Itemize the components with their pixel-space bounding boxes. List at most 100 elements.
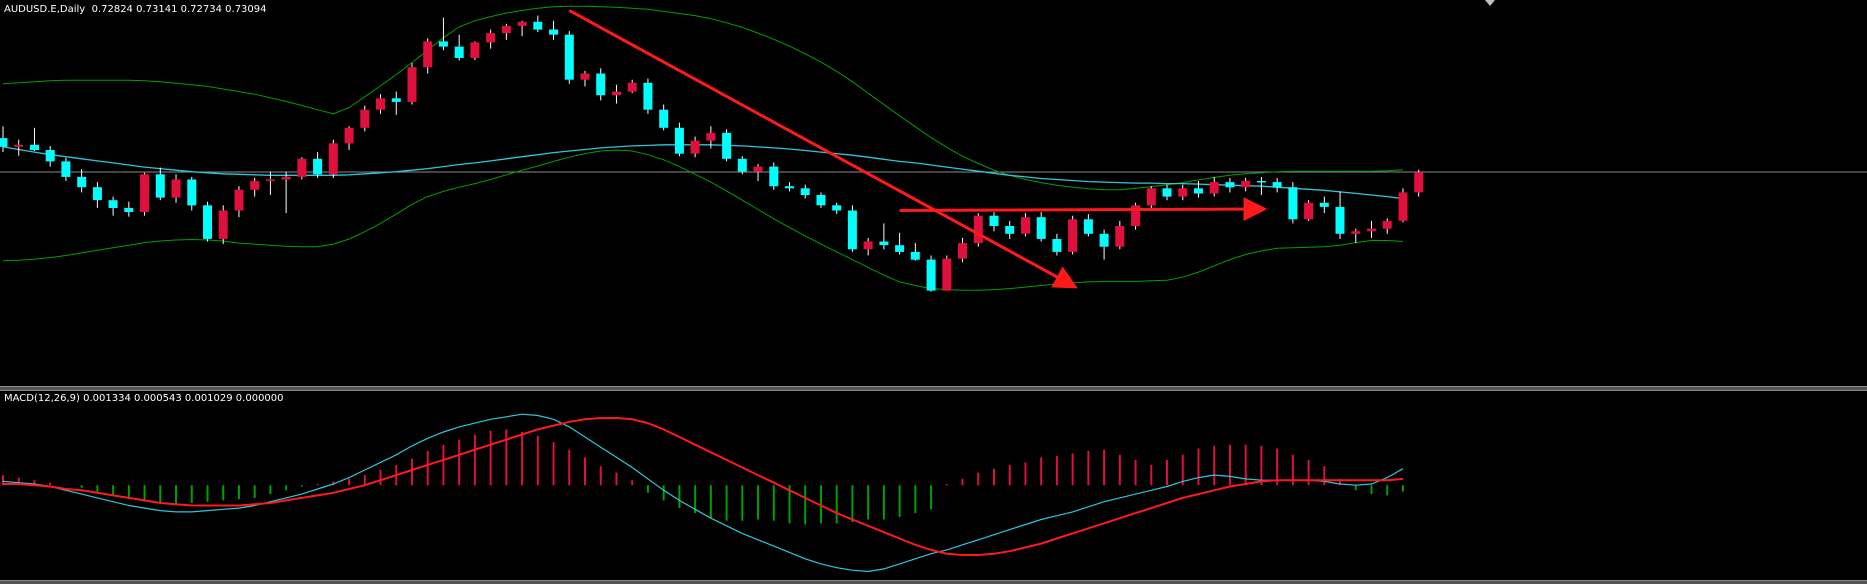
candle-body — [407, 67, 417, 102]
candle-body — [1256, 181, 1266, 183]
candle-body — [140, 174, 150, 213]
candle-body — [344, 127, 354, 144]
candle-body — [155, 174, 165, 198]
candle-body — [847, 210, 857, 250]
candle-body — [659, 109, 669, 128]
candle-body — [1414, 172, 1424, 193]
candle-body — [863, 241, 873, 250]
candle-body — [1099, 233, 1109, 247]
candle-body — [1162, 188, 1172, 197]
candle-body — [1021, 217, 1030, 234]
candle-body — [77, 176, 87, 188]
candle-body — [926, 259, 936, 291]
candle-body — [234, 189, 244, 211]
candle-body — [816, 195, 826, 206]
candle-body — [596, 73, 606, 96]
candle-body — [203, 205, 212, 239]
candle-body — [486, 33, 496, 43]
candle-body — [1209, 182, 1219, 194]
candle-body — [1382, 220, 1392, 229]
candle-body — [1005, 226, 1015, 234]
candle-body — [1351, 231, 1361, 234]
candle-body — [1131, 205, 1141, 226]
candle-body — [1319, 202, 1329, 207]
candle-body — [297, 158, 307, 177]
macd-pane[interactable]: MACD(12,26,9) 0.001334 0.000543 0.001029… — [0, 391, 1867, 580]
chart-shift-marker-icon[interactable] — [1485, 0, 1495, 6]
macd-chart-canvas[interactable] — [0, 391, 1867, 580]
candle-body — [769, 166, 779, 187]
candle-body — [785, 186, 794, 189]
candle-body — [879, 241, 889, 246]
candle-body — [1272, 182, 1282, 188]
candle-body — [171, 179, 181, 198]
candle-body — [1146, 188, 1156, 206]
candle-body — [1288, 187, 1298, 220]
candle-body — [187, 179, 197, 206]
downtrend-arrow — [568, 9, 1078, 289]
bollinger-lower-line — [2, 149, 1404, 291]
candle-body — [1083, 219, 1093, 234]
candle-body — [0, 138, 8, 147]
candle-body — [800, 188, 810, 195]
candle-body — [612, 91, 621, 96]
candle-body — [1068, 219, 1078, 252]
macd-signal-line — [3, 417, 1404, 556]
candle-body — [1178, 188, 1188, 197]
symbol-header: AUDUSD.E,Daily 0.72824 0.73141 0.72734 0… — [4, 4, 267, 15]
macd-main-line — [2, 413, 1404, 573]
candle-body — [533, 21, 543, 30]
candle-body — [753, 166, 763, 172]
candle-body — [643, 82, 653, 110]
candle-body — [61, 161, 71, 177]
bottom-divider — [0, 580, 1867, 584]
candle-body — [973, 215, 983, 244]
candle-body — [958, 243, 967, 259]
candle-body — [501, 25, 511, 34]
candle-body — [1398, 192, 1408, 221]
candle-body — [14, 144, 24, 147]
candle-body — [265, 179, 275, 182]
candle-body — [674, 127, 684, 154]
candle-body — [989, 215, 999, 226]
candle-body — [438, 41, 448, 47]
moving-average-line — [2, 144, 1404, 200]
candle-body — [1304, 202, 1314, 220]
pane-divider[interactable] — [0, 386, 1867, 391]
candle-body — [328, 143, 338, 175]
candle-body — [108, 200, 118, 208]
macd-header: MACD(12,26,9) 0.001334 0.000543 0.001029… — [4, 393, 284, 404]
candle-body — [45, 150, 55, 162]
bollinger-upper-line — [2, 5, 1404, 191]
candle-body — [470, 42, 480, 58]
price-chart-canvas[interactable] — [0, 0, 1867, 386]
candle-body — [722, 132, 732, 159]
candle-body — [124, 207, 134, 212]
candle-body — [517, 21, 527, 26]
sideways-arrow — [899, 197, 1268, 222]
candle-body — [737, 158, 747, 172]
candle-body — [1335, 206, 1345, 234]
candle-body — [1194, 188, 1203, 194]
candle-body — [627, 82, 637, 92]
candle-body — [313, 158, 323, 175]
candle-body — [281, 176, 291, 180]
candle-body — [580, 73, 590, 80]
candle-body — [564, 34, 574, 80]
candle-body — [832, 205, 842, 211]
candle-body — [706, 132, 716, 141]
candle-body — [942, 258, 952, 291]
candle-body — [1225, 182, 1235, 188]
candle-body — [360, 109, 370, 128]
candle-body — [1367, 228, 1376, 232]
price-pane[interactable]: AUDUSD.E,Daily 0.72824 0.73141 0.72734 0… — [0, 0, 1867, 386]
candle-body — [1052, 239, 1062, 252]
candle-body — [1241, 181, 1251, 188]
candle-body — [910, 251, 920, 260]
candle-body — [895, 245, 905, 252]
candle-body — [376, 98, 385, 110]
candle-body — [1036, 217, 1046, 239]
candle-body — [423, 41, 433, 68]
candle-body — [690, 140, 700, 154]
